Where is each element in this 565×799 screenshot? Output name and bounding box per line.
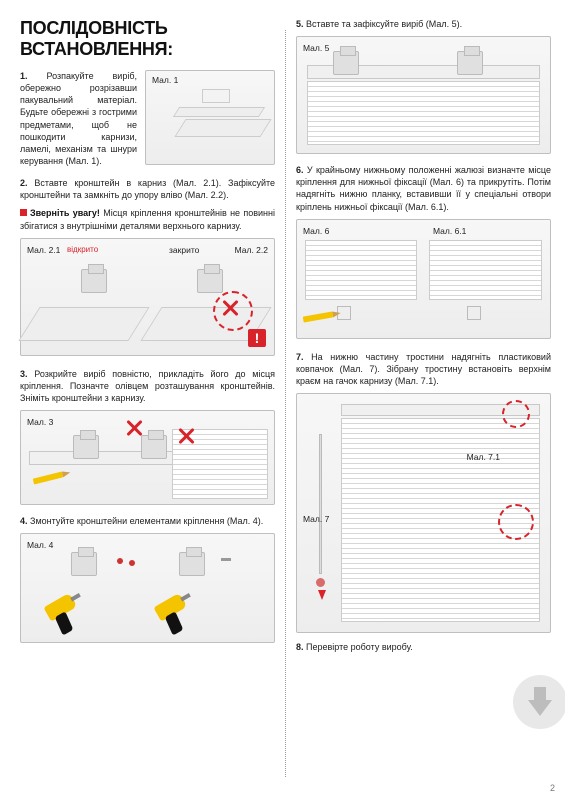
figure-2-open-label: відкрито: [67, 245, 98, 254]
figure-4: Мал. 4: [20, 533, 275, 643]
step-6: 6. У крайньому нижньому положенні жалюзі…: [296, 164, 551, 213]
step-7-num: 7.: [296, 352, 304, 362]
warning-label: Зверніть увагу!: [30, 208, 100, 218]
step-6-text: У крайньому нижньому положенні жалюзі ви…: [296, 165, 551, 211]
step-5-text: Вставте та зафіксуйте виріб (Мал. 5).: [306, 19, 462, 29]
step-8: 8. Перевірте роботу виробу.: [296, 641, 551, 653]
left-column: ПОСЛІДОВНІСТЬ ВСТАНОВЛЕННЯ: 1. Розпакуйт…: [20, 18, 285, 789]
cross-icon: [177, 427, 195, 445]
step-8-text: Перевірте роботу виробу.: [306, 642, 413, 652]
highlight-circle: [213, 291, 253, 331]
figure-1-label: Мал. 1: [152, 75, 178, 85]
drill-icon: [153, 590, 204, 643]
step-2: 2. Вставте кронштейн в карниз (Мал. 2.1)…: [20, 177, 275, 201]
step-4: 4. Змонтуйте кронштейни елементами кріпл…: [20, 515, 275, 527]
step-5-num: 5.: [296, 19, 304, 29]
step-8-num: 8.: [296, 642, 304, 652]
step-4-text: Змонтуйте кронштейни елементами кріпленн…: [30, 516, 263, 526]
right-column: 5. Вставте та зафіксуйте виріб (Мал. 5).…: [286, 18, 551, 789]
step-5: 5. Вставте та зафіксуйте виріб (Мал. 5).: [296, 18, 551, 30]
figure-6: Мал. 6 Мал. 6.1: [296, 219, 551, 339]
figure-2: Мал. 2.1 відкрито закрито Мал. 2.2 !: [20, 238, 275, 356]
figure-7-1-label: Мал. 7.1: [467, 452, 500, 462]
page: ПОСЛІДОВНІСТЬ ВСТАНОВЛЕННЯ: 1. Розпакуйт…: [0, 0, 565, 799]
figure-2-closed-label: закрито: [169, 245, 199, 255]
figure-2-2-label: Мал. 2.2: [235, 245, 268, 255]
step-6-num: 6.: [296, 165, 304, 175]
step-4-num: 4.: [20, 516, 28, 526]
highlight-circle: [502, 400, 530, 428]
figure-3: Мал. 3: [20, 410, 275, 505]
step-3: 3. Розкрийте виріб повністю, прикладіть …: [20, 368, 275, 404]
step-2-warn: Зверніть увагу! Місця кріплення кронштей…: [20, 207, 275, 231]
step-1-text: Розпакуйте виріб, обережно розрізавши па…: [20, 71, 137, 166]
drill-icon: [43, 590, 94, 643]
step-7: 7. На нижню частину тростини надягніть п…: [296, 351, 551, 387]
cross-icon: [125, 419, 143, 437]
pencil-icon: [303, 311, 334, 322]
warning-icon: [20, 209, 27, 216]
figure-5: Мал. 5: [296, 36, 551, 154]
alert-icon: !: [248, 329, 266, 347]
download-icon: [513, 675, 565, 729]
figure-4-label: Мал. 4: [27, 540, 53, 550]
step1-row: 1. Розпакуйте виріб, обережно розрізавши…: [20, 70, 275, 167]
step-1: 1. Розпакуйте виріб, обережно розрізавши…: [20, 70, 137, 167]
figure-6-label: Мал. 6: [303, 226, 329, 236]
figure-5-label: Мал. 5: [303, 43, 329, 53]
step-7-text: На нижню частину тростини надягніть плас…: [296, 352, 551, 386]
step-3-num: 3.: [20, 369, 28, 379]
figure-6-1-label: Мал. 6.1: [433, 226, 466, 236]
step-2-text: Вставте кронштейн в карниз (Мал. 2.1). З…: [20, 178, 275, 200]
figure-1: Мал. 1: [145, 70, 275, 165]
figure-3-label: Мал. 3: [27, 417, 53, 427]
highlight-circle: [498, 504, 534, 540]
step-1-num: 1.: [20, 71, 28, 81]
page-title: ПОСЛІДОВНІСТЬ ВСТАНОВЛЕННЯ:: [20, 18, 275, 60]
figure-7-label: Мал. 7: [303, 514, 329, 524]
page-number: 2: [550, 783, 555, 793]
wand-cap-icon: [316, 578, 325, 587]
step-2-num: 2.: [20, 178, 28, 188]
pencil-icon: [33, 472, 64, 485]
figure-2-1-label: Мал. 2.1: [27, 245, 60, 255]
figure-7: Мал. 7.1 Мал. 7: [296, 393, 551, 633]
step-3-text: Розкрийте виріб повністю, прикладіть йог…: [20, 369, 275, 403]
